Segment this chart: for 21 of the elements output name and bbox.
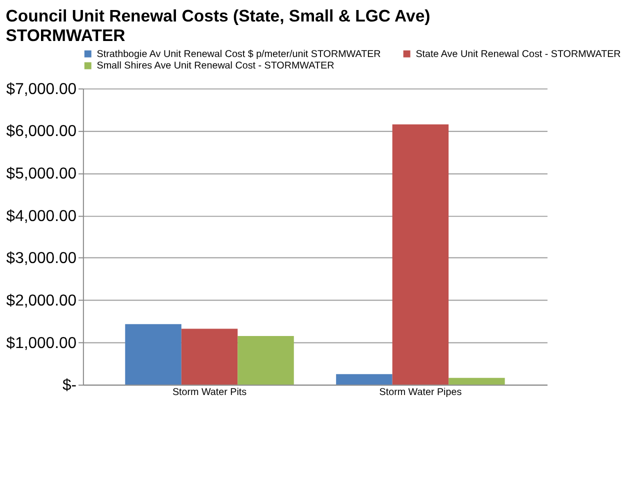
legend-label: Small Shires Ave Unit Renewal Cost - STORMWATER (96, 60, 334, 72)
bar (238, 336, 294, 385)
chart-subtitle: STORMWATER (6, 26, 126, 46)
chart-title: Council Unit Renewal Costs (State, Small & LGC Ave) (6, 6, 430, 26)
y-tick-label: $4,000.00 (6, 208, 77, 225)
x-tick-label: Storm Water Pipes (379, 387, 462, 398)
y-tick-label: $5,000.00 (6, 166, 77, 183)
y-tick-label: $2,000.00 (6, 292, 77, 310)
y-tick-label: $7,000.00 (6, 80, 77, 98)
x-tick-label: Storm Water Pits (172, 387, 247, 398)
y-tick-label: $6,000.00 (6, 123, 77, 140)
y-tick-label: $1,000.00 (6, 334, 77, 352)
bar (336, 374, 392, 385)
bar (181, 328, 238, 385)
y-tick-label: $3,000.00 (6, 250, 77, 268)
bar (125, 324, 182, 385)
y-tick-label: $- (62, 377, 77, 394)
bar (448, 378, 505, 385)
legend-label: Strathbogie Av Unit Renewal Cost $ p/meter/unit STORMWATER (96, 48, 381, 60)
legend-label: State Ave Unit Renewal Cost - STORMWATER (416, 48, 621, 60)
bar (392, 124, 449, 385)
